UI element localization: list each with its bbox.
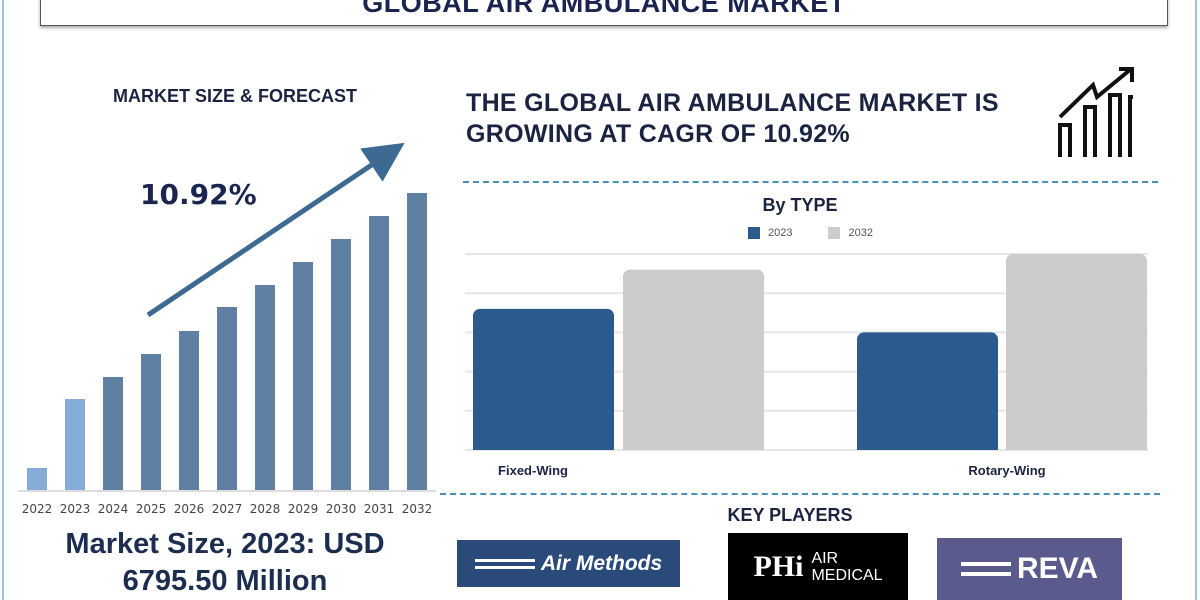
growth-chart-icon <box>1058 67 1134 157</box>
divider-top <box>463 181 1158 183</box>
bar-rotary-wing-2023 <box>857 332 998 450</box>
legend-label-2032: 2032 <box>848 227 873 239</box>
logo-reva: REVA <box>937 538 1122 600</box>
wing-icon <box>960 562 1011 576</box>
frame-right-border <box>1195 0 1197 600</box>
year-label-2028: 2028 <box>249 502 281 516</box>
year-label-2022: 2022 <box>21 502 53 516</box>
bar-2027 <box>217 307 237 490</box>
bar-base <box>1006 440 1147 450</box>
year-label-2026: 2026 <box>173 502 205 516</box>
market-forecast-chart <box>18 142 436 492</box>
bar-2028 <box>255 285 275 490</box>
bar-2030 <box>331 239 351 490</box>
bar-fixed-wing-2023 <box>473 308 614 450</box>
bar-base <box>623 440 764 450</box>
legend-swatch-2032 <box>828 227 841 239</box>
headline: THE GLOBAL AIR AMBULANCE MARKET IS GROWI… <box>466 88 999 150</box>
year-label-2025: 2025 <box>135 502 167 516</box>
type-chart-legend: 2023 2032 <box>748 227 873 239</box>
bar-2025 <box>141 354 161 490</box>
bar-2031 <box>369 216 389 490</box>
year-label-2029: 2029 <box>287 502 319 516</box>
bar-2024 <box>103 377 123 490</box>
year-label-2027: 2027 <box>211 502 243 516</box>
headline-line2: GROWING AT CAGR OF 10.92% <box>466 120 850 148</box>
divider-bottom <box>440 493 1160 495</box>
bar-2029 <box>293 262 313 490</box>
key-players-heading: KEY PLAYERS <box>727 505 853 525</box>
year-label-2024: 2024 <box>97 502 129 516</box>
year-label-2023: 2023 <box>59 502 91 516</box>
bar-base <box>857 440 998 450</box>
category-label-fixed-wing: Fixed-Wing <box>498 463 568 478</box>
bar-base <box>473 440 614 450</box>
market-size-heading: MARKET SIZE & FORECAST <box>112 86 357 106</box>
page-title: GLOBAL AIR AMBULANCE MARKET <box>362 0 846 18</box>
bar-rotary-wing-2032 <box>1006 254 1147 450</box>
bar-2032 <box>407 193 427 490</box>
legend-swatch-2023 <box>748 227 760 239</box>
year-label-2030: 2030 <box>325 502 357 516</box>
bar-2022 <box>27 468 47 490</box>
frame-left-border <box>2 0 4 600</box>
headline-line1: THE GLOBAL AIR AMBULANCE MARKET IS <box>466 89 999 117</box>
market-size-line1: Market Size, 2023: USD <box>65 528 385 560</box>
cagr-label: 10.92% <box>140 178 257 211</box>
type-chart <box>465 253 1148 451</box>
trend-arrow <box>146 142 405 318</box>
wing-icon <box>474 558 535 569</box>
bar-2023 <box>65 399 85 490</box>
legend-label-2023: 2023 <box>768 227 793 239</box>
bar-fixed-wing-2032 <box>623 269 764 450</box>
bar-2026 <box>179 331 199 490</box>
category-label-rotary-wing: Rotary-Wing <box>968 463 1046 478</box>
type-chart-title: By TYPE <box>762 195 838 215</box>
title-banner: GLOBAL AIR AMBULANCE MARKET <box>40 0 1168 26</box>
logo-air-methods: Air Methods <box>457 540 680 587</box>
market-size-line2: 6795.50 Million <box>122 565 328 597</box>
logo-phi-air-medical: PHi AIR MEDICAL <box>728 533 908 600</box>
year-label-2032: 2032 <box>401 502 433 516</box>
year-label-2031: 2031 <box>363 502 395 516</box>
